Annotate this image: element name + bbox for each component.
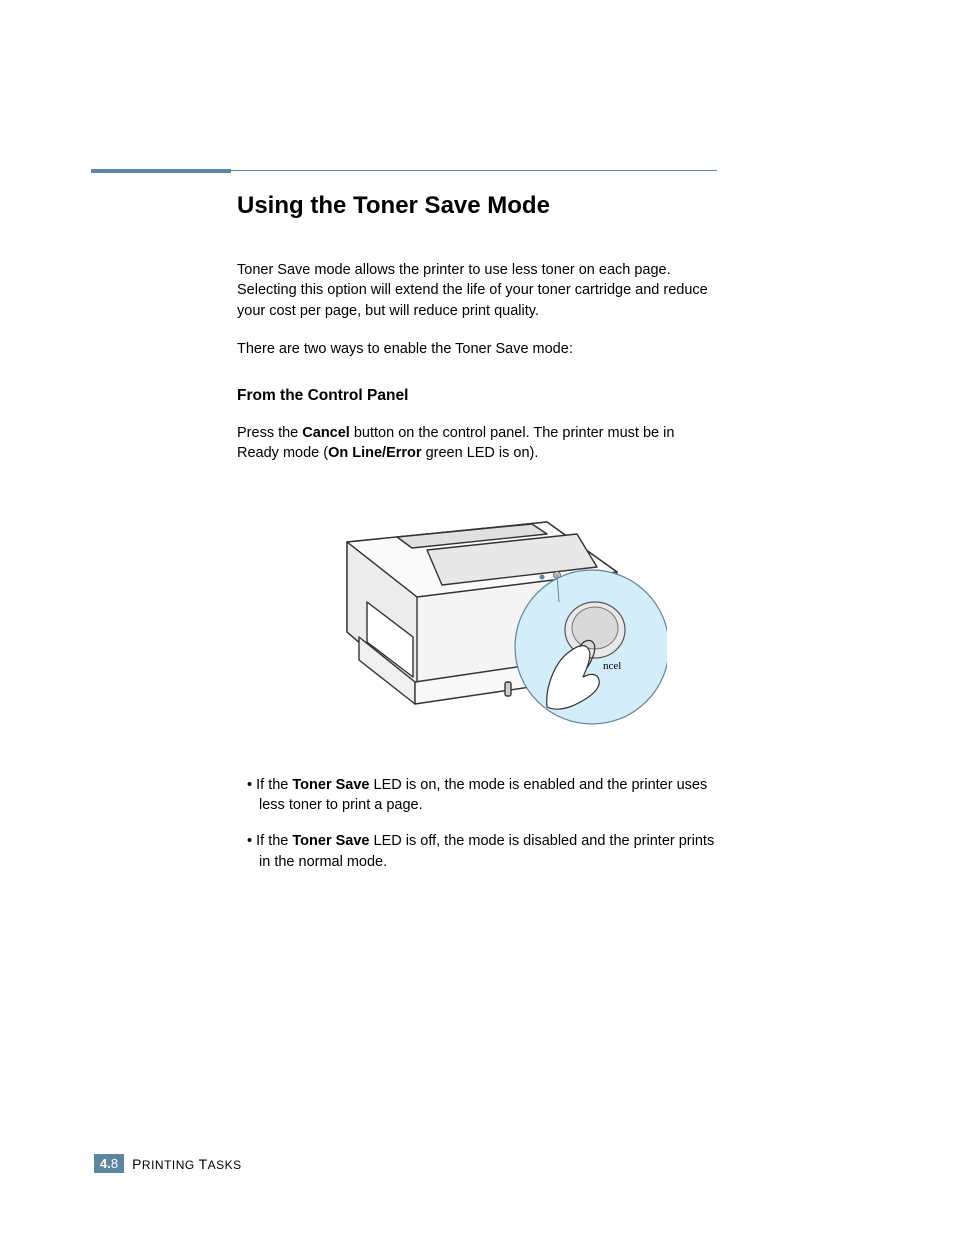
page-number-badge: 4.8 (94, 1154, 124, 1173)
text-fragment: If the (256, 833, 292, 849)
chapter-number: 4. (100, 1156, 111, 1171)
bullet-item-off: • If the Toner Save LED is off, the mode… (237, 831, 717, 872)
callout-label: ncel (603, 660, 621, 672)
subheading-control-panel: From the Control Panel (237, 387, 717, 405)
toner-save-label: Toner Save (292, 777, 369, 793)
page-footer: 4.8 PRINTING TASKS (94, 1154, 242, 1173)
header-rule (91, 169, 717, 173)
page-title: Using the Toner Save Mode (237, 192, 717, 220)
header-rule-thick (91, 169, 231, 173)
text-fragment: P (132, 1156, 142, 1172)
press-instruction: Press the Cancel button on the control p… (237, 423, 717, 464)
text-fragment: Press the (237, 425, 302, 441)
section-label: PRINTING TASKS (132, 1156, 242, 1172)
printer-illustration: ncel (287, 482, 667, 742)
intro-paragraph-1: Toner Save mode allows the printer to us… (237, 260, 717, 321)
text-fragment: RINTING (142, 1158, 195, 1172)
cancel-label: Cancel (302, 425, 350, 441)
page-content: Using the Toner Save Mode Toner Save mod… (237, 192, 717, 888)
online-error-label: On Line/Error (328, 445, 421, 461)
bullet-list: • If the Toner Save LED is on, the mode … (237, 775, 717, 872)
text-fragment: T (199, 1156, 208, 1172)
printer-figure: ncel (237, 482, 717, 747)
text-fragment: If the (256, 777, 292, 793)
text-fragment: green LED is on). (422, 445, 539, 461)
page-number: 8 (111, 1156, 118, 1171)
intro-paragraph-2: There are two ways to enable the Toner S… (237, 339, 717, 359)
text-fragment: ASKS (208, 1158, 242, 1172)
bullet-item-on: • If the Toner Save LED is on, the mode … (237, 775, 717, 816)
toner-save-label: Toner Save (292, 833, 369, 849)
